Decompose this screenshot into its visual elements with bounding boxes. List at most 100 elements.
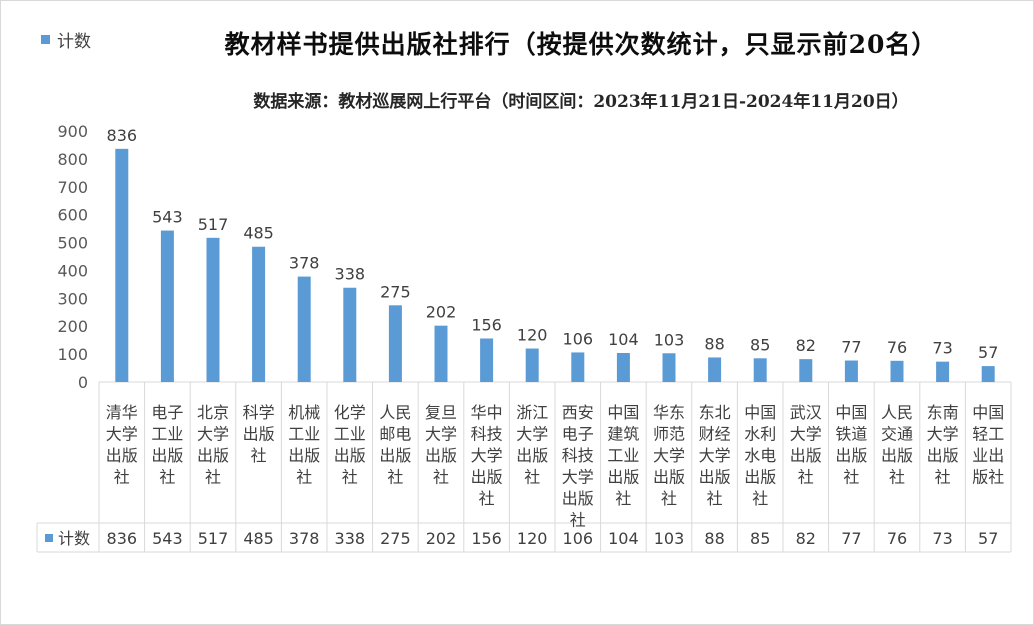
bar [936, 361, 950, 382]
category-label: 出版 [835, 446, 867, 465]
table-value: 88 [704, 529, 724, 548]
y-tick-label: 900 [57, 122, 88, 141]
category-label: 中国 [835, 403, 867, 422]
category-label: 华东 [653, 403, 685, 422]
category-label: 出版 [516, 446, 548, 465]
category-label: 大学 [106, 425, 138, 444]
category-label: 出版 [334, 446, 366, 465]
category-label: 西安 [562, 403, 594, 422]
legend-label: 计数 [57, 32, 91, 52]
category-label: 东北 [699, 403, 731, 422]
data-label: 275 [380, 282, 411, 301]
category-label: 中国 [744, 403, 776, 422]
category-label: 社 [114, 468, 130, 487]
category-label: 社 [433, 468, 449, 487]
table-value: 378 [289, 529, 320, 548]
category-label: 北京 [197, 403, 229, 422]
legend: 计数 [41, 27, 91, 52]
category-label: 华中 [471, 403, 503, 422]
data-label: 517 [198, 215, 229, 234]
table-value: 543 [152, 529, 183, 548]
category-label: 大学 [197, 425, 229, 444]
table-value: 106 [563, 529, 594, 548]
table-value: 85 [750, 529, 770, 548]
bar [708, 357, 722, 382]
category-label: 社 [387, 468, 403, 487]
category-label: 武汉 [790, 403, 822, 422]
category-label: 电子 [562, 425, 594, 444]
data-label: 76 [887, 338, 907, 357]
category-label: 铁道 [835, 425, 867, 444]
category-label: 工业 [288, 425, 320, 444]
bar [252, 246, 266, 382]
category-label: 复旦 [425, 403, 457, 422]
data-label: 836 [107, 126, 138, 145]
category-label: 社 [615, 489, 631, 508]
category-label: 社 [296, 468, 312, 487]
data-label: 378 [289, 254, 320, 273]
category-label: 化学 [334, 403, 366, 422]
data-label: 543 [152, 208, 183, 227]
table-value: 275 [380, 529, 411, 548]
category-label: 东南 [927, 403, 959, 422]
data-label: 77 [841, 338, 861, 357]
category-label: 出版 [607, 468, 639, 487]
category-label: 社 [661, 489, 677, 508]
bar [160, 230, 174, 382]
category-label: 科学 [243, 403, 275, 422]
table-value: 73 [932, 529, 952, 548]
category-label: 大学 [927, 425, 959, 444]
category-label: 清华 [106, 403, 138, 422]
category-label: 建筑 [607, 425, 639, 444]
data-label: 85 [750, 335, 770, 354]
data-label: 104 [608, 330, 639, 349]
category-label: 社 [707, 489, 723, 508]
table-value: 77 [841, 529, 861, 548]
category-label: 人民 [379, 403, 411, 422]
category-label: 出版 [288, 446, 320, 465]
y-tick-label: 300 [57, 289, 88, 308]
category-label: 大学 [516, 425, 548, 444]
bar [343, 287, 357, 382]
category-label: 大学 [471, 446, 503, 465]
category-label: 出版 [471, 468, 503, 487]
chart-title: 教材样书提供出版社排行（按提供次数统计，只显示前20名） [224, 30, 938, 59]
category-label: 出版 [425, 446, 457, 465]
category-label: 出版 [151, 446, 183, 465]
table-series-label: 计数 [58, 529, 90, 548]
table-value: 57 [978, 529, 998, 548]
category-label: 出版 [379, 446, 411, 465]
table-value: 338 [335, 529, 366, 548]
category-label: 出版 [927, 446, 959, 465]
category-label: 电子 [151, 403, 183, 422]
bar [525, 348, 539, 382]
category-label: 大学 [790, 425, 822, 444]
category-label: 水电 [744, 446, 776, 465]
data-label: 338 [335, 265, 366, 284]
category-label: 浙江 [516, 403, 548, 422]
table-value: 485 [243, 529, 274, 548]
category-label: 科技 [562, 446, 594, 465]
table-value: 156 [471, 529, 502, 548]
bar [297, 276, 311, 382]
data-label: 57 [978, 343, 998, 362]
legend-swatch [41, 35, 50, 44]
category-label: 社 [342, 468, 358, 487]
category-label: 社 [205, 468, 221, 487]
category-label: 师范 [653, 425, 685, 444]
category-label: 工业 [151, 425, 183, 444]
table-value: 76 [887, 529, 907, 548]
category-label: 社 [752, 489, 768, 508]
category-label: 邮电 [379, 425, 411, 444]
table-value: 836 [107, 529, 138, 548]
category-label: 社 [524, 468, 540, 487]
bar [890, 360, 904, 382]
y-tick-label: 0 [78, 373, 88, 392]
category-label: 出版 [699, 468, 731, 487]
bar [480, 338, 494, 382]
category-label: 社 [251, 446, 267, 465]
category-label: 出版 [562, 489, 594, 508]
category-label: 机械 [288, 403, 320, 422]
category-label: 科技 [471, 425, 503, 444]
